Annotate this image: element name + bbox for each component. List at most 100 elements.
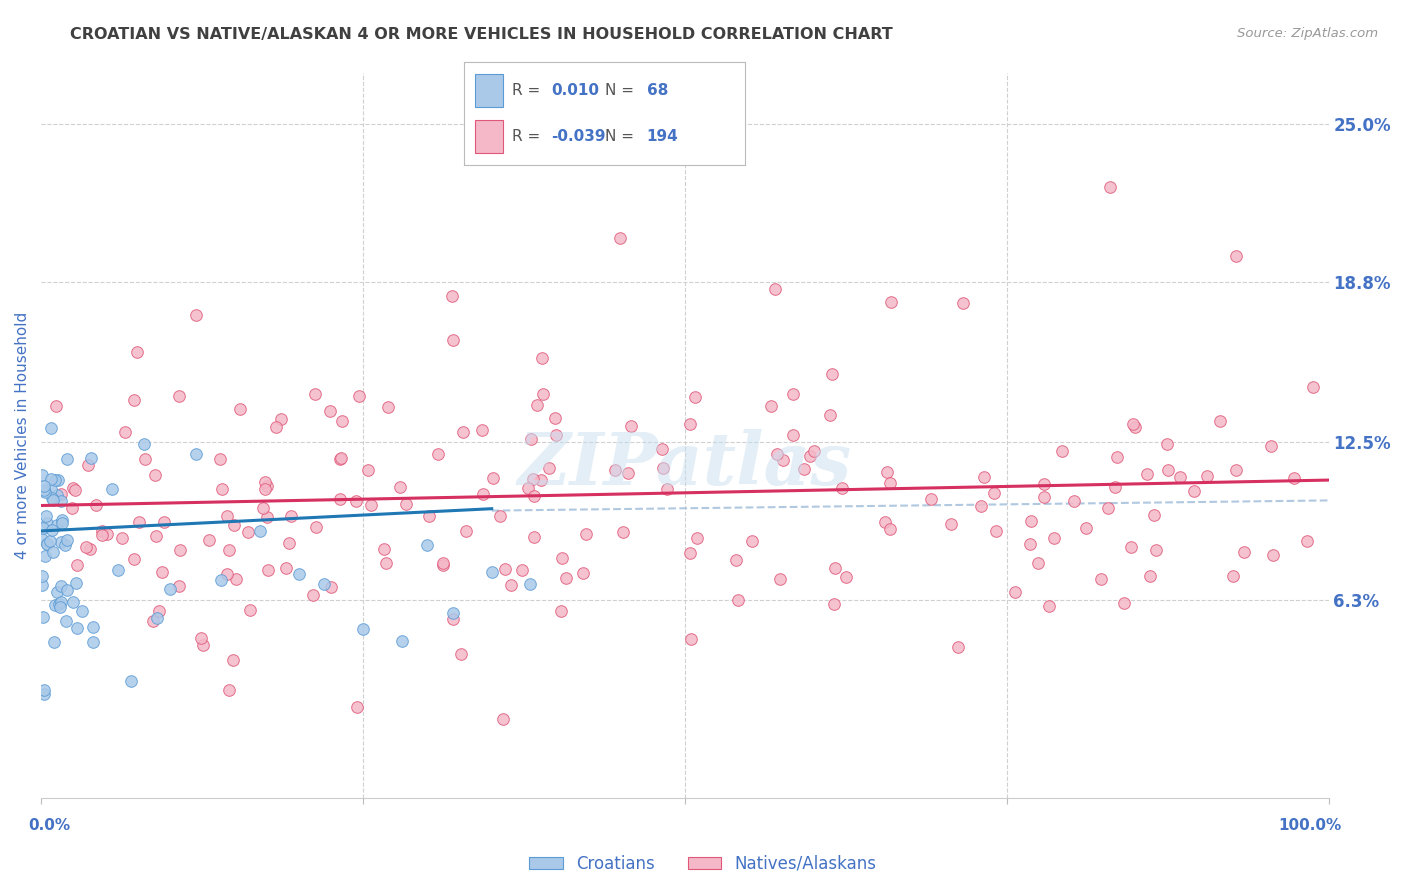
Point bbox=[983, 486, 1005, 500]
Point bbox=[287, 567, 309, 582]
Point bbox=[1263, 548, 1285, 562]
Point bbox=[685, 531, 707, 545]
Point bbox=[65, 576, 87, 591]
Point bbox=[984, 524, 1007, 538]
Point bbox=[450, 647, 472, 661]
Point bbox=[344, 493, 367, 508]
Point bbox=[880, 295, 903, 310]
Point bbox=[1028, 556, 1050, 570]
Point bbox=[134, 451, 156, 466]
Point bbox=[191, 638, 214, 652]
Point bbox=[373, 541, 395, 556]
Point bbox=[44, 473, 66, 487]
Point bbox=[516, 482, 538, 496]
Point bbox=[1139, 568, 1161, 582]
Point bbox=[62, 481, 84, 495]
Point bbox=[31, 533, 53, 547]
Point bbox=[1004, 585, 1026, 599]
Point bbox=[679, 632, 702, 646]
Point bbox=[416, 538, 439, 552]
Point bbox=[499, 578, 522, 592]
Point bbox=[46, 488, 69, 502]
Point bbox=[319, 404, 342, 418]
Point bbox=[51, 487, 73, 501]
Point bbox=[612, 525, 634, 540]
Point bbox=[222, 518, 245, 533]
Point bbox=[39, 420, 62, 434]
Point bbox=[394, 497, 416, 511]
Point bbox=[488, 508, 510, 523]
Point bbox=[941, 516, 963, 531]
Point bbox=[39, 472, 62, 486]
Point bbox=[609, 231, 631, 245]
Point bbox=[679, 417, 702, 432]
Point bbox=[132, 437, 155, 451]
Point bbox=[494, 562, 516, 576]
Point bbox=[55, 614, 77, 628]
Point bbox=[41, 491, 63, 505]
Text: 0.010: 0.010 bbox=[551, 83, 599, 97]
Point bbox=[432, 558, 454, 572]
Point bbox=[51, 516, 73, 530]
Point bbox=[184, 308, 207, 322]
Point bbox=[208, 452, 231, 467]
Text: ZIPatlas: ZIPatlas bbox=[517, 429, 852, 500]
Point bbox=[152, 515, 174, 529]
Point bbox=[150, 566, 173, 580]
Point bbox=[62, 595, 84, 609]
Point bbox=[1197, 469, 1219, 483]
Text: N =: N = bbox=[605, 83, 634, 97]
Point bbox=[253, 482, 276, 496]
Point bbox=[31, 578, 53, 592]
Point bbox=[142, 615, 165, 629]
Point bbox=[48, 598, 70, 612]
Point bbox=[575, 526, 598, 541]
Point bbox=[769, 572, 792, 586]
Point bbox=[66, 622, 89, 636]
Point bbox=[111, 531, 134, 545]
Point bbox=[1112, 596, 1135, 610]
Point bbox=[683, 390, 706, 404]
Point bbox=[492, 713, 515, 727]
Point bbox=[1136, 467, 1159, 482]
Point bbox=[1182, 483, 1205, 498]
Point bbox=[44, 599, 66, 613]
Point bbox=[221, 653, 243, 667]
Point bbox=[522, 472, 544, 486]
Point bbox=[510, 563, 533, 577]
Point bbox=[37, 537, 59, 551]
Point bbox=[727, 593, 749, 607]
Point bbox=[42, 634, 65, 648]
Point bbox=[803, 444, 825, 458]
Point bbox=[426, 447, 449, 461]
Point bbox=[239, 603, 262, 617]
Point bbox=[70, 604, 93, 618]
Point bbox=[167, 389, 190, 403]
Point bbox=[1074, 521, 1097, 535]
Point bbox=[51, 513, 73, 527]
Point bbox=[782, 387, 804, 401]
Point bbox=[1063, 494, 1085, 508]
Point bbox=[360, 499, 382, 513]
Point bbox=[32, 687, 55, 701]
Point bbox=[79, 541, 101, 556]
Point bbox=[1123, 420, 1146, 434]
Point bbox=[1104, 480, 1126, 494]
Point bbox=[652, 460, 675, 475]
Point bbox=[148, 604, 170, 618]
Point bbox=[63, 483, 86, 497]
Point bbox=[1021, 514, 1043, 528]
Point bbox=[82, 635, 104, 649]
Point bbox=[377, 400, 399, 414]
Text: CROATIAN VS NATIVE/ALASKAN 4 OR MORE VEHICLES IN HOUSEHOLD CORRELATION CHART: CROATIAN VS NATIVE/ALASKAN 4 OR MORE VEH… bbox=[70, 27, 893, 42]
Point bbox=[472, 487, 495, 501]
Point bbox=[114, 425, 136, 439]
Point bbox=[454, 524, 477, 538]
Text: -0.039: -0.039 bbox=[551, 128, 606, 144]
Point bbox=[679, 546, 702, 560]
Point bbox=[301, 588, 323, 602]
Point bbox=[451, 425, 474, 440]
Point bbox=[228, 402, 250, 417]
Point bbox=[280, 508, 302, 523]
Point bbox=[1119, 540, 1142, 554]
